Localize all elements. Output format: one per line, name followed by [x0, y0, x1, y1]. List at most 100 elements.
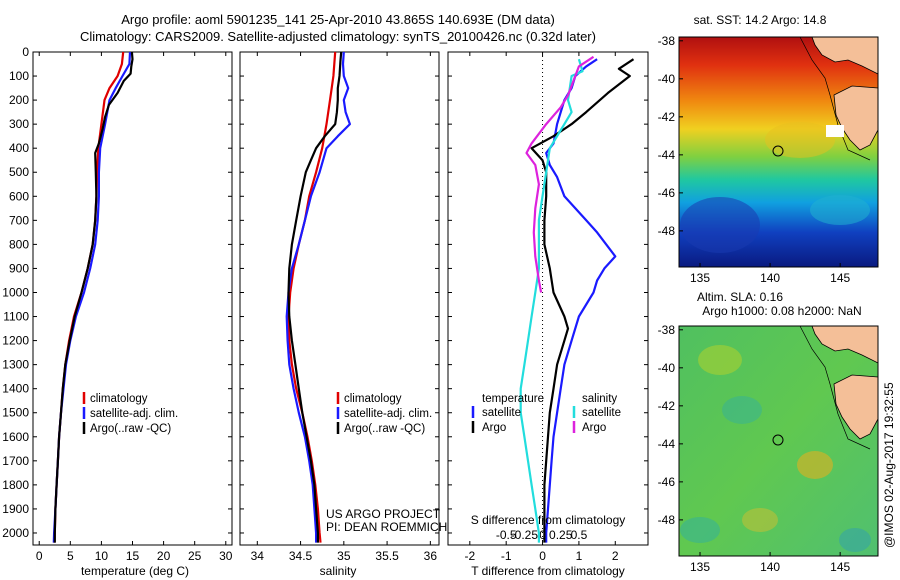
series-line-argo-raw-qc-	[287, 51, 343, 543]
x-tick-label: 20	[157, 549, 171, 563]
title-line1: Argo profile: aoml 5901235_141 25-Apr-20…	[121, 12, 555, 27]
y-tick-label: 1500	[2, 406, 29, 420]
map-y-tick-label: -38	[658, 34, 676, 48]
legend-sal-satellite: satellite	[582, 407, 621, 419]
series-line-argo-raw-qc-	[53, 51, 134, 543]
map-y-tick-label: -48	[658, 224, 676, 238]
x-tick-label: 25	[188, 549, 202, 563]
sst-blob	[765, 122, 835, 158]
x2-tick-label: 0.5	[571, 528, 588, 542]
legend-satellite: satellite-adj. clim.	[344, 408, 432, 420]
x-tick-label: 15	[126, 549, 140, 563]
plot-frame	[239, 51, 440, 546]
x-tick-label: 0	[539, 549, 546, 563]
legend-salinity-header: salinity	[582, 393, 617, 405]
sla-blob	[742, 508, 778, 532]
sla-map-title: Altim. SLA: 0.16	[697, 290, 783, 304]
sst-map	[678, 36, 879, 268]
map-y-tick-label: -46	[658, 186, 676, 200]
plot-frame	[32, 51, 233, 546]
x-tick-label: 2	[612, 549, 619, 563]
legend-satellite: satellite-adj. clim.	[90, 408, 178, 420]
map-y-tick-label: -48	[658, 513, 676, 527]
sst-blob	[810, 195, 870, 225]
map-x-tick-label: 135	[690, 271, 710, 285]
sst-frame	[678, 36, 879, 268]
x-tick-label: 35.5	[375, 549, 399, 563]
y-tick-label: 400	[9, 141, 29, 155]
x-tick-label: 10	[95, 549, 109, 563]
difference-panel: -2 -1 0 1 2 -0.5-0.25 0 0.250.5	[447, 51, 649, 563]
y-tick-label: 1000	[2, 285, 29, 299]
x-tick-label: -1	[501, 549, 512, 563]
project-pi: PI: DEAN ROEMMICH	[326, 520, 447, 534]
sst-missing	[826, 125, 844, 137]
title-line2: Climatology: CARS2009. Satellite-adjuste…	[80, 29, 596, 44]
sla-blob	[722, 396, 762, 424]
y-tick-label: 1400	[2, 382, 29, 396]
tasmania-land	[833, 85, 879, 151]
x-tick-label: -2	[464, 549, 475, 563]
sst-blob	[680, 197, 760, 253]
map-y-tick-label: -40	[658, 72, 676, 86]
x-tick-label: 30	[219, 549, 233, 563]
y-tick-label: 200	[9, 93, 29, 107]
x2-tick-label: 0.25	[549, 528, 573, 542]
legend-climatology: climatology	[90, 393, 148, 405]
series-line-temperature-argo	[530, 58, 635, 543]
y-tick-label: 300	[9, 117, 29, 131]
y-tick-label: 600	[9, 189, 29, 203]
map-y-tick-label: -42	[658, 110, 676, 124]
x-tick-label: 34	[251, 549, 265, 563]
map-ticks: 135 140 145 -38 -40 -42 -44 -46 -48 135 140 145 -38 -…	[658, 34, 851, 574]
y-tick-label: 800	[9, 237, 29, 251]
sla-blob	[839, 528, 871, 552]
shelf-contour	[799, 36, 871, 161]
x-tick-label: 5	[67, 549, 74, 563]
salinity-legend: climatology satellite-adj. clim. Argo(..…	[336, 392, 432, 435]
imos-watermark: @IMOS 02-Aug-2017 19:32:55	[882, 382, 896, 548]
project-name: US ARGO PROJECT	[326, 507, 441, 521]
y-tick-label: 700	[9, 213, 29, 227]
legend-argo: Argo(..raw -QC)	[344, 423, 425, 435]
sla-map	[678, 325, 879, 557]
y-tick-label: 500	[9, 165, 29, 179]
map-x-tick-label: 145	[830, 560, 850, 574]
legend-climatology: climatology	[344, 393, 402, 405]
legend-temp-satellite: satellite	[482, 407, 521, 419]
series-line-climatology	[53, 51, 125, 543]
x2-tick-label: 0	[539, 528, 546, 542]
series-line-salinity-argo	[525, 55, 595, 293]
y-tick-label: 1200	[2, 334, 29, 348]
salinity-panel: 34 34.5 35 35.5 36	[239, 51, 440, 563]
x2-tick-label: -0.5	[496, 528, 517, 542]
legend-sal-argo: Argo	[582, 422, 606, 434]
tasmania-land	[833, 374, 879, 440]
y-tick-label: 1600	[2, 430, 29, 444]
argo-location-marker	[772, 145, 784, 157]
series-line-satellite-adj-clim-	[52, 51, 132, 543]
y-tick-label: 100	[9, 69, 29, 83]
x-tick-label: 0	[36, 549, 43, 563]
y-tick-label: 1700	[2, 454, 29, 468]
series-line-temperature-satellite	[545, 58, 617, 543]
y-tick-label: 1100	[3, 310, 29, 324]
map-x-tick-label: 145	[830, 271, 850, 285]
map-x-tick-label: 140	[760, 271, 780, 285]
map-y-tick-label: -44	[658, 437, 676, 451]
difference-legend: temperature satellite Argo salinity sate…	[471, 393, 621, 434]
sla-blob	[698, 345, 742, 375]
legend-temperature-header: temperature	[482, 393, 544, 405]
plot-frame	[447, 51, 649, 546]
legend-temp-argo: Argo	[482, 422, 506, 434]
sla-blob	[680, 517, 720, 543]
map-x-tick-label: 140	[760, 560, 780, 574]
y-tick-label: 1900	[2, 502, 29, 516]
y-tick-label: 1800	[2, 478, 29, 492]
temperature-legend: climatology satellite-adj. clim. Argo(..…	[82, 392, 178, 435]
series-line-satellite-adj-clim-	[285, 51, 351, 543]
y-tick-label: 0	[22, 45, 29, 59]
x-tick-label: 36	[424, 549, 438, 563]
sla-frame	[678, 325, 879, 557]
